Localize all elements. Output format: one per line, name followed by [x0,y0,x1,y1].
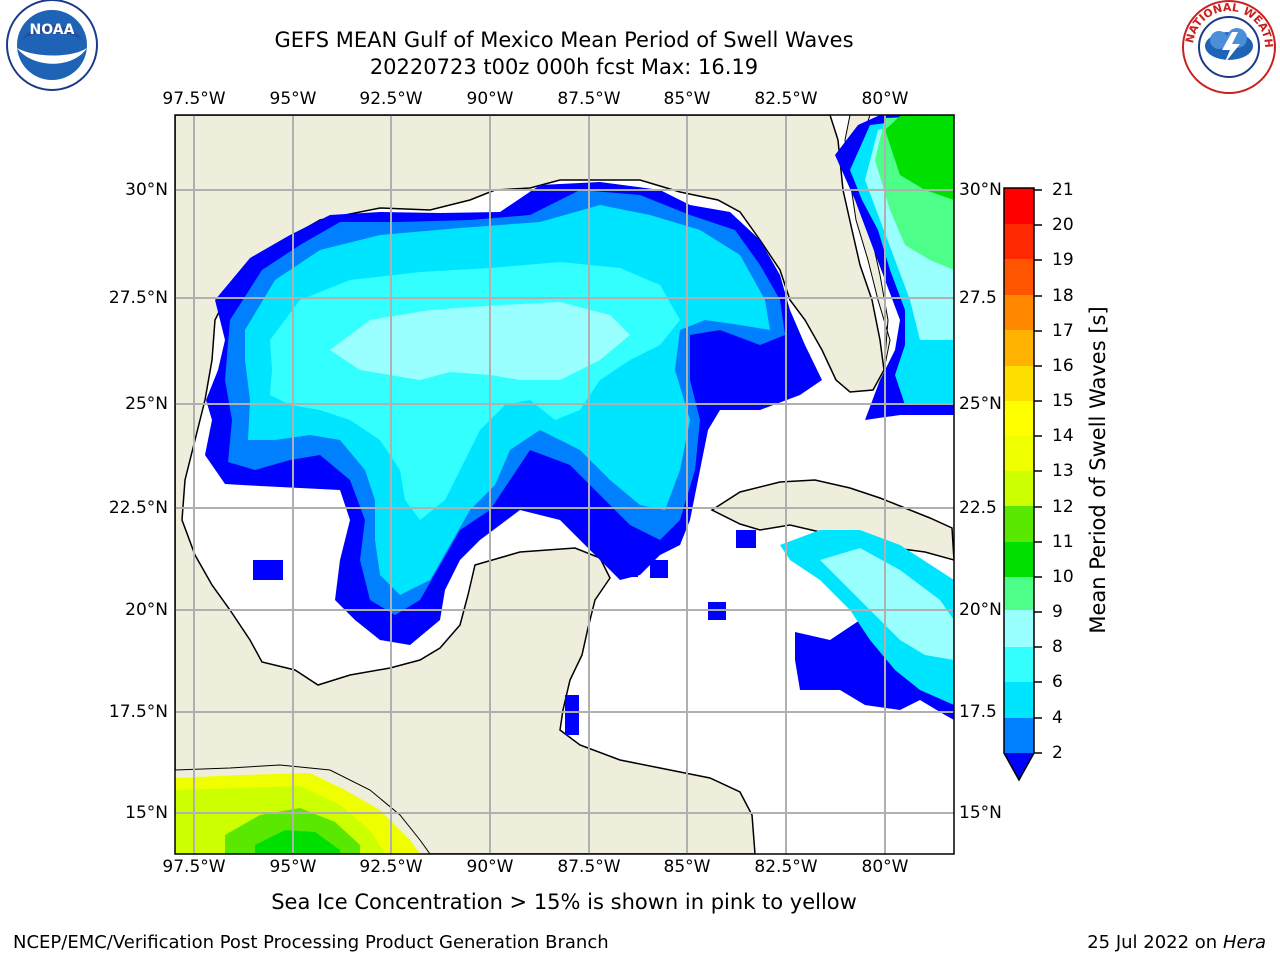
lon-tick-bottom: 82.5°W [754,857,818,877]
map-frame [174,114,955,855]
swell-band-9-10 [330,302,630,380]
lon-tick-top: 87.5°W [557,89,621,109]
lat-tick-right: 27.5 [959,288,997,308]
lon-tick-bottom: 80°W [861,857,909,877]
lon-tick-bottom: 92.5°W [359,857,423,877]
lon-tick-top: 85°W [663,89,711,109]
lon-tick-bottom: 85°W [663,857,711,877]
colorbar-tick: 14 [1052,426,1074,446]
lat-tick-right: 20°N [959,600,1002,620]
swell-pacific-green2 [255,830,340,854]
caption: Sea Ice Concentration > 15% is shown in … [271,890,857,914]
lat-tick-right: 15°N [959,803,1002,823]
chart-title: GEFS MEAN Gulf of Mexico Mean Period of … [274,28,854,52]
lat-tick-left: 15°N [125,803,168,823]
graticule [175,115,954,854]
lon-tick-top: 80°W [861,89,909,109]
lon-tick-top: 92.5°W [359,89,423,109]
colorbar-tick: 9 [1052,602,1063,622]
lat-tick-left: 27.5°N [108,288,168,308]
lon-tick-top: 95°W [269,89,317,109]
colorbar-tick: 12 [1052,497,1074,517]
nws-logo-text: NATIONAL WEATHER SERVICE [0,0,1275,48]
lon-tick-top: 82.5°W [754,89,818,109]
lon-tick-bottom: 87.5°W [557,857,621,877]
footer-date: 25 Jul 2022 on Hera [1087,932,1266,953]
lat-tick-right: 22.5 [959,498,997,518]
colorbar-tick: 19 [1052,250,1074,270]
noaa-logo-text: NOAA [30,22,75,38]
lon-tick-top: 90°W [466,89,514,109]
lon-tick-bottom: 90°W [466,857,514,877]
colorbar-label: Mean Period of Swell Waves [s] [1086,306,1110,634]
lat-tick-right: 25°N [959,394,1002,414]
noaa-logo: NOAA [6,0,98,91]
colorbar-tick: 13 [1052,461,1074,481]
chart-subtitle: 20220723 t00z 000h fcst Max: 16.19 [369,55,759,79]
colorbar-tick: 2 [1052,743,1063,763]
lat-tick-left: 25°N [125,394,168,414]
lon-tick-bottom: 95°W [269,857,317,877]
lon-tick-bottom: 97.5°W [162,857,226,877]
lat-tick-left: 17.5°N [108,702,168,722]
nws-logo: NATIONAL WEATHER SERVICE [0,0,1276,94]
colorbar [1003,187,1042,782]
map-area [175,115,954,854]
colorbar-tick: 21 [1052,180,1074,200]
lat-tick-right: 17.5 [959,702,997,722]
footer-host: Hera [1222,932,1266,953]
colorbar-tick: 6 [1052,672,1063,692]
lon-tick-top: 97.5°W [162,89,226,109]
colorbar-tick: 10 [1052,567,1074,587]
colorbar-tick: 18 [1052,286,1074,306]
colorbar-tick: 4 [1052,708,1063,728]
swell-caribbean-cyan [780,530,954,705]
colorbar-tick: 16 [1052,356,1074,376]
swell-caribbean-blue [795,620,954,720]
lat-tick-left: 20°N [125,600,168,620]
swell-caribbean-light [820,548,954,660]
lat-tick-right: 30°N [959,180,1002,200]
colorbar-tick: 8 [1052,637,1063,657]
colorbar-tick: 20 [1052,215,1074,235]
colorbar-tick: 17 [1052,321,1074,341]
footer-date-text: 25 Jul 2022 on [1087,932,1223,953]
swell-atlantic-green2 [885,115,954,200]
footer-credit: NCEP/EMC/Verification Post Processing Pr… [13,932,609,953]
colorbar-tick: 15 [1052,391,1074,411]
lat-tick-left: 22.5°N [108,498,168,518]
colorbar-tick: 11 [1052,532,1074,552]
lat-tick-left: 30°N [125,180,168,200]
